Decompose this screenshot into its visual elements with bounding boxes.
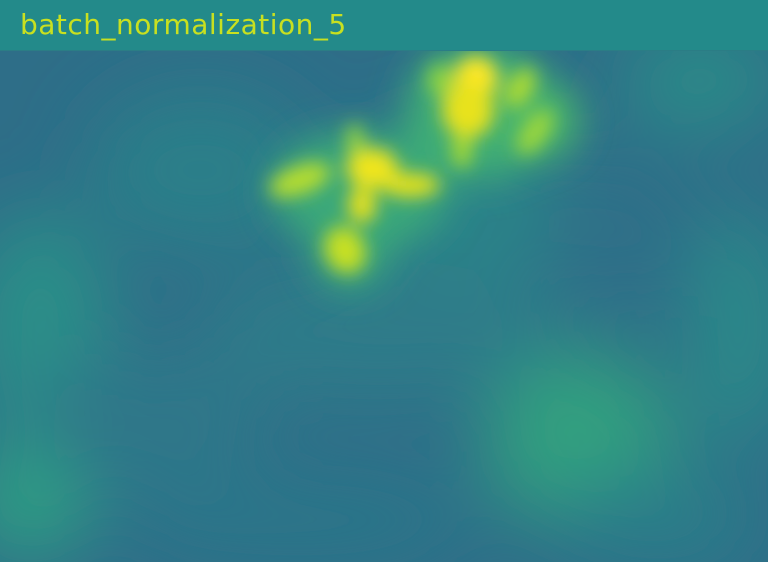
layer-name-title: batch_normalization_5 xyxy=(20,8,347,41)
title-bar: batch_normalization_5 xyxy=(0,0,768,51)
activation-peaks xyxy=(269,56,553,274)
background-texture xyxy=(0,30,768,562)
